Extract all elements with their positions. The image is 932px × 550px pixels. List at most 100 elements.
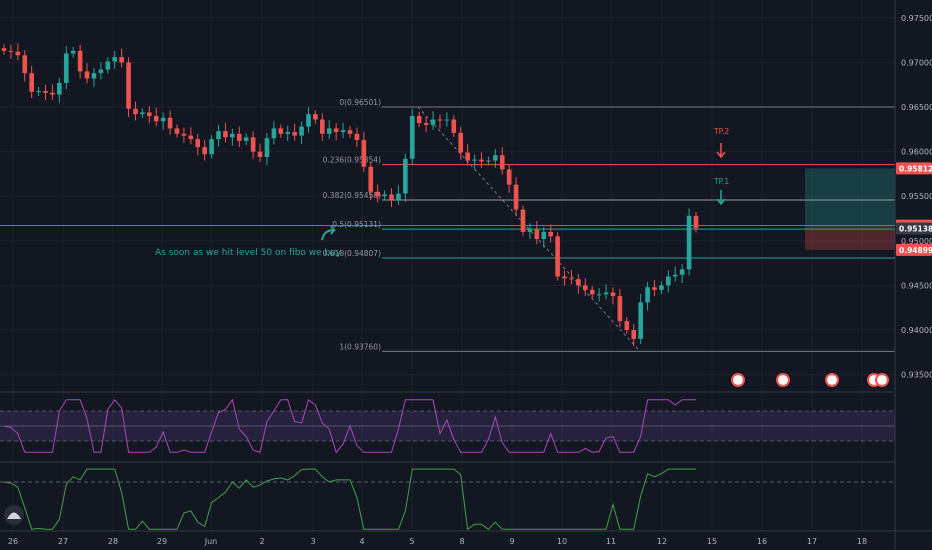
candle-body <box>43 90 48 93</box>
candle-body <box>278 128 284 134</box>
fib-trend-line <box>417 106 641 352</box>
candle-body <box>306 114 311 127</box>
candle-body <box>160 117 166 122</box>
price-tag-label: 0.95812 <box>899 164 932 173</box>
fib-level-label: 1(0.93760) <box>339 342 381 351</box>
curved-arrow-icon <box>321 225 336 241</box>
candle-body <box>645 287 650 303</box>
price-tag <box>896 222 932 235</box>
candle-body <box>375 191 380 197</box>
candle-body <box>354 133 360 141</box>
candle-body <box>479 159 484 162</box>
candle-body <box>36 90 41 92</box>
buy-note-text: As soon as we hit level 50 on fibo we bu… <box>155 248 342 258</box>
candle-body <box>513 184 519 210</box>
tp1-arrow-icon <box>716 190 726 206</box>
candle-body <box>493 155 498 161</box>
candle-body <box>617 296 623 322</box>
candle-body <box>652 287 657 290</box>
tradingview-logo-icon[interactable] <box>4 505 24 525</box>
candle-body <box>216 131 221 140</box>
candle-body <box>181 133 187 136</box>
candle-body <box>416 115 422 124</box>
price-axis-bg <box>895 0 932 550</box>
time-tick-label: 5 <box>409 537 414 546</box>
event-badges[interactable] <box>731 373 889 387</box>
candle-body <box>174 128 180 134</box>
price-tick-label: 0.95500 <box>901 192 932 201</box>
time-tick-label: 4 <box>359 537 364 546</box>
candle-body <box>126 62 131 109</box>
candle-body <box>499 155 505 170</box>
candle-body <box>409 115 415 159</box>
candle-body <box>292 132 297 136</box>
price-tick-label: 0.97500 <box>901 14 932 23</box>
candle-body <box>333 128 339 133</box>
fib-level-label: 0.382(0.95458) <box>323 191 381 200</box>
candle-body <box>555 236 560 277</box>
price-tag <box>896 162 932 175</box>
price-tick-label: 0.94500 <box>901 281 932 290</box>
time-tick-label: Jun <box>204 537 218 546</box>
price-tag <box>896 243 932 256</box>
candle-body <box>326 128 332 134</box>
calendar-event-icon <box>776 373 790 387</box>
candle-body <box>77 50 83 72</box>
candle-body <box>382 194 387 197</box>
candle-body <box>486 160 491 162</box>
fib-level-label: 0.236(0.95854) <box>323 156 381 165</box>
candle-body <box>659 285 664 290</box>
price-tag-label: 0.95138 <box>899 225 932 234</box>
candle-body <box>693 215 699 229</box>
time-tick-label: 28 <box>108 537 118 546</box>
candle-body <box>188 135 194 140</box>
price-tick-label: 0.94000 <box>901 326 932 335</box>
candle-body <box>527 229 533 232</box>
time-tick-label: 18 <box>857 537 867 546</box>
candle-body <box>202 147 207 155</box>
price-tick-label: 0.96000 <box>901 148 932 157</box>
candle-body <box>236 133 242 141</box>
candle-body <box>423 123 429 125</box>
time-tick-label: 15 <box>707 537 717 546</box>
candle-body <box>686 215 692 270</box>
candle-body <box>250 137 256 152</box>
candle-body <box>29 73 34 92</box>
candle-body <box>562 276 567 279</box>
time-tick-label: 2 <box>259 537 264 546</box>
fib-level-label: 0.5(0.95131) <box>332 220 381 229</box>
candle-body <box>548 231 553 237</box>
candle-body <box>638 302 643 339</box>
time-tick-label: 12 <box>657 537 667 546</box>
oscillator-line <box>3 468 696 531</box>
indicator-panes: 75.0050.0025.000.00-0.50 <box>0 391 932 531</box>
candle-body <box>105 61 111 70</box>
time-tick-label: 27 <box>58 537 68 546</box>
candle-body <box>50 92 55 95</box>
candle-body <box>582 285 588 290</box>
candle-body <box>603 292 609 295</box>
candle-body <box>209 139 214 155</box>
price-tick-label: 0.97000 <box>901 58 932 67</box>
candle-body <box>610 292 616 297</box>
position-zones <box>0 168 895 250</box>
candle-body <box>320 119 325 134</box>
tp1-label: TP.1 <box>713 177 729 186</box>
candle-body <box>541 231 547 240</box>
candle-body <box>589 289 595 295</box>
candle-body <box>596 294 602 296</box>
candle-body <box>195 139 201 148</box>
price-tag-label: 0.94899 <box>899 246 932 255</box>
time-tick-label: 10 <box>557 537 567 546</box>
candle-body <box>133 108 138 115</box>
candle-body <box>396 193 401 200</box>
candle-body <box>624 321 630 331</box>
candle-body <box>631 330 637 339</box>
time-tick-label: 29 <box>157 537 167 546</box>
candle-body <box>361 140 367 167</box>
candle-body <box>451 119 457 133</box>
time-tick-label: 17 <box>807 537 817 546</box>
candle-body <box>347 130 353 134</box>
candle-body <box>472 159 477 161</box>
